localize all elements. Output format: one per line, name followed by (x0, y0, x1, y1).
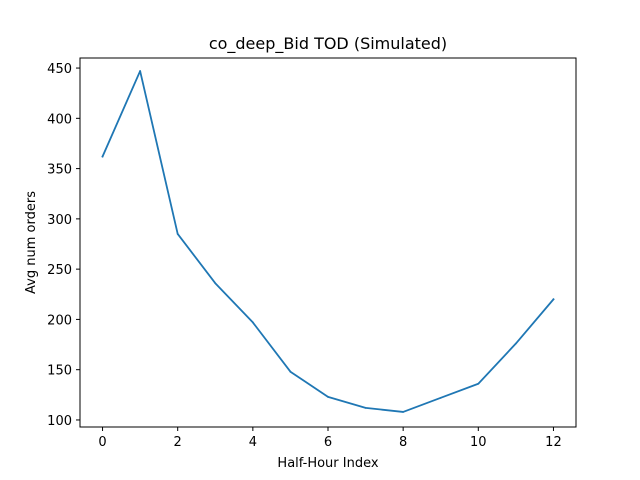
x-tick-label: 0 (98, 435, 106, 450)
y-axis-label: Avg num orders (24, 191, 39, 294)
data-point (251, 321, 254, 324)
data-point (439, 396, 442, 399)
chart-title: co_deep_Bid TOD (Simulated) (209, 34, 447, 54)
data-point (327, 395, 329, 398)
x-axis-label: Half-Hour Index (277, 456, 378, 471)
y-tick-label: 150 (47, 364, 72, 379)
data-point (214, 282, 217, 285)
data-point (289, 370, 292, 373)
x-tick-label: 12 (545, 435, 562, 450)
ticks-layer: 0 2 4 6 8 10 12 100 150 200 250 300 350 400 450 (47, 62, 562, 450)
x-tick-label: 10 (470, 435, 487, 450)
y-tick-label: 450 (47, 62, 72, 77)
data-point (139, 70, 142, 72)
data-point (101, 155, 104, 158)
x-tick-label: 8 (399, 435, 407, 450)
plot-area-frame (79, 57, 577, 428)
x-tick-label: 4 (249, 435, 257, 450)
y-tick-label: 250 (47, 263, 72, 278)
y-tick-label: 350 (47, 163, 72, 178)
y-tick-label: 300 (47, 213, 72, 228)
data-point (477, 382, 480, 385)
x-tick-label: 6 (324, 435, 332, 450)
y-tick-label: 200 (47, 313, 72, 328)
x-tick-label: 2 (174, 435, 182, 450)
data-point (402, 411, 405, 413)
series-layer (101, 70, 555, 413)
y-tick-label: 100 (47, 414, 72, 429)
data-point (364, 406, 367, 409)
data-point (552, 298, 555, 301)
y-tick-label: 400 (47, 112, 72, 127)
data-point (176, 233, 179, 235)
data-point (514, 342, 517, 345)
